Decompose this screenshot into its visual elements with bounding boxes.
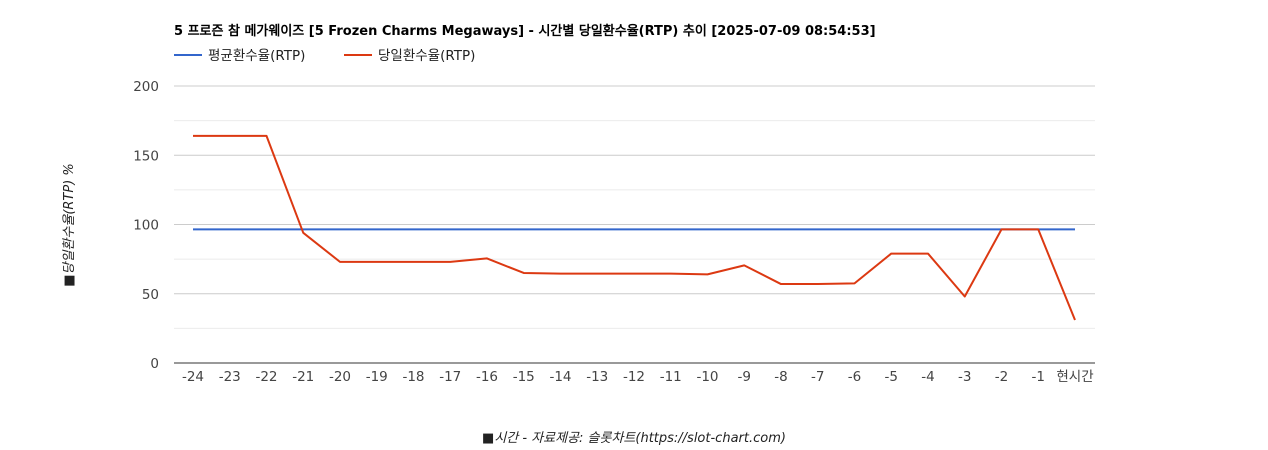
- x-tick-label: -24: [182, 369, 204, 385]
- x-tick-label: -21: [292, 369, 314, 385]
- series-lines: [193, 134, 1076, 321]
- x-tick-label: -12: [623, 369, 645, 385]
- legend-label: 당일환수율(RTP): [378, 48, 475, 64]
- y-tick-label: 200: [133, 79, 159, 95]
- x-tick-label: -17: [439, 369, 461, 385]
- x-tick-label: -8: [774, 369, 787, 385]
- x-tick-label: -2: [995, 369, 1008, 385]
- x-axis-title: ■시간 - 자료제공: 슬롯차트(https://slot-chart.com): [482, 431, 786, 446]
- x-tick-label: -13: [586, 369, 608, 385]
- x-axis-ticks: -24 -23 -22 -21 -20 -19 -18 -17 -16 -15 -14 -13 -12-…: [182, 369, 1094, 385]
- y-tick-label: 100: [133, 218, 159, 234]
- y-tick-label: 50: [142, 287, 159, 303]
- x-tick-label: -14: [549, 369, 571, 385]
- y-axis-title: ■당일환수율(RTP) %: [62, 163, 77, 287]
- x-tick-label: -6: [848, 369, 861, 385]
- x-tick-label: -9: [738, 369, 751, 385]
- x-tick-label: -7: [811, 369, 824, 385]
- legend-label: 평균환수율(RTP): [208, 48, 305, 64]
- legend: 평균환수율(RTP) 당일환수율(RTP): [174, 48, 475, 64]
- series-line-daily-rtp: [193, 134, 1076, 321]
- x-tick-label: -18: [402, 369, 424, 385]
- x-tick-label: -1: [1032, 369, 1045, 385]
- x-tick-label: -19: [366, 369, 388, 385]
- x-tick-label: -22: [255, 369, 277, 385]
- x-tick-label: -5: [885, 369, 898, 385]
- x-tick-label: -3: [958, 369, 971, 385]
- x-tick-label: -23: [219, 369, 241, 385]
- x-tick-label: -16: [476, 369, 498, 385]
- y-axis-ticks: 0 50 100 150 200: [133, 79, 159, 372]
- chart-title: 5 프로즌 참 메가웨이즈 [5 Frozen Charms Megaways]…: [174, 23, 876, 39]
- x-tick-label: -15: [513, 369, 535, 385]
- y-tick-label: 0: [150, 356, 159, 372]
- y-tick-label: 150: [133, 148, 159, 164]
- x-tick-label: -20: [329, 369, 351, 385]
- grid: [174, 85, 1095, 364]
- x-tick-label: -11: [660, 369, 682, 385]
- x-tick-label: -10: [696, 369, 718, 385]
- x-tick-label: -4: [921, 369, 934, 385]
- x-tick-label: 현시간: [1056, 369, 1093, 385]
